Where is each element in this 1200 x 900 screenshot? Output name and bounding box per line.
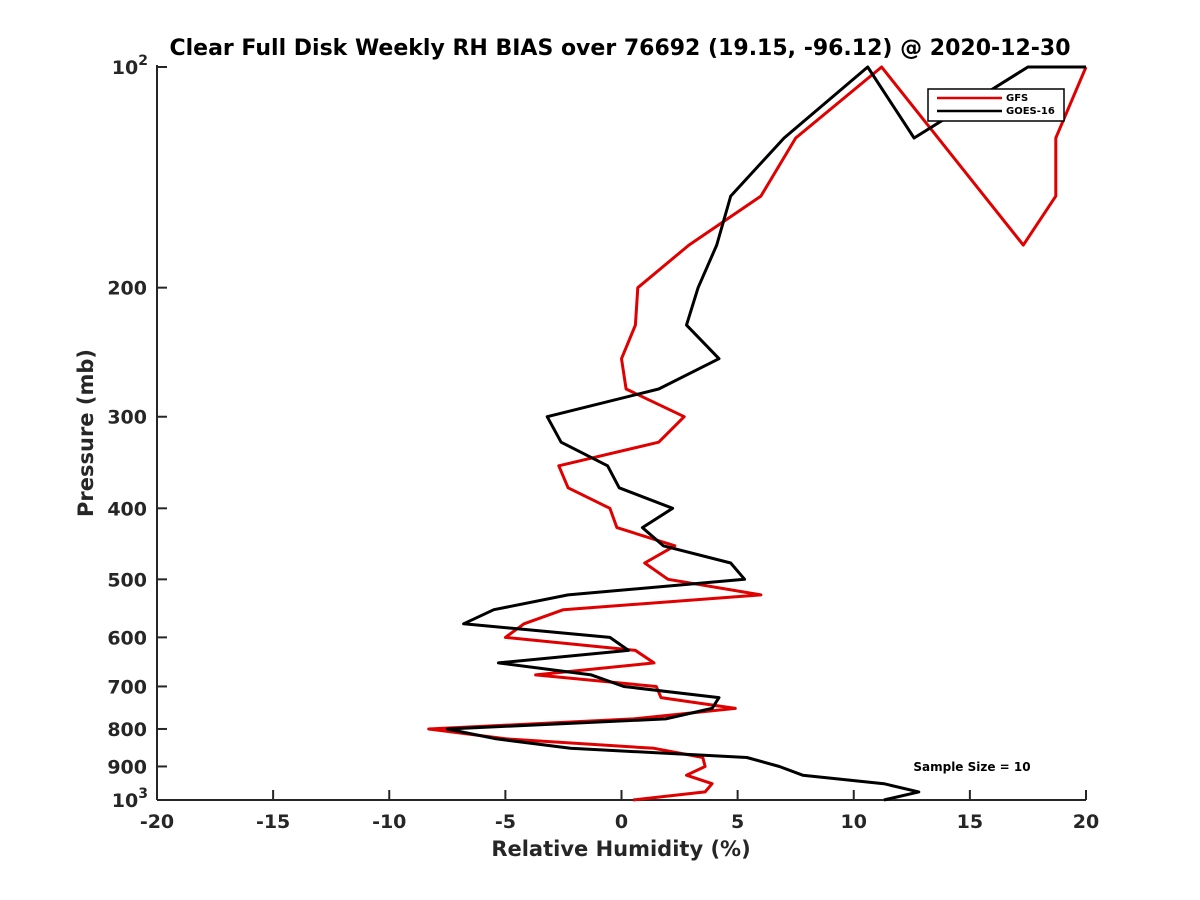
y-tick-label: 500 [107, 569, 147, 591]
gfs-series-line [427, 65, 1088, 802]
y-tick-label: 700 [107, 676, 147, 698]
x-tick-label: -20 [140, 811, 174, 833]
x-tick-label: -10 [372, 811, 406, 833]
goes16-series-line [445, 65, 1086, 802]
x-tick-label: 0 [615, 811, 628, 833]
legend-label-goes16: GOES-16 [1006, 106, 1055, 117]
y-tick-label: 900 [107, 756, 147, 778]
x-tick-label: 15 [957, 811, 983, 833]
y-tick-label: 600 [107, 627, 147, 649]
x-tick-label: 5 [731, 811, 744, 833]
sample-size-annotation: Sample Size = 10 [913, 760, 1030, 774]
y-tick-label-top: 102 [112, 53, 148, 79]
legend-box [927, 88, 1065, 122]
y-tick-label: 300 [107, 407, 147, 429]
x-tick-label: 10 [841, 811, 867, 833]
x-tick-label: -15 [256, 811, 290, 833]
x-tick-label: -5 [495, 811, 516, 833]
x-tick-label: 20 [1073, 811, 1099, 833]
series-layer [427, 65, 1088, 802]
y-tick-label: 800 [107, 719, 147, 741]
chart-title: Clear Full Disk Weekly RH BIAS over 7669… [169, 36, 1070, 61]
legend-label-gfs: GFS [1006, 93, 1028, 104]
y-tick-label-bottom: 103 [112, 786, 148, 812]
y-tick-label: 200 [107, 278, 147, 300]
y-axis-label: Pressure (mb) [74, 349, 98, 517]
axes: -20 -15 -10 -5 0 5 10 15 20 200 300 400 500 600 700 800… [107, 53, 1099, 833]
x-axis-label: Relative Humidity (%) [491, 837, 750, 861]
legend: GFS GOES-16 [927, 88, 1065, 122]
y-tick-label: 400 [107, 498, 147, 520]
